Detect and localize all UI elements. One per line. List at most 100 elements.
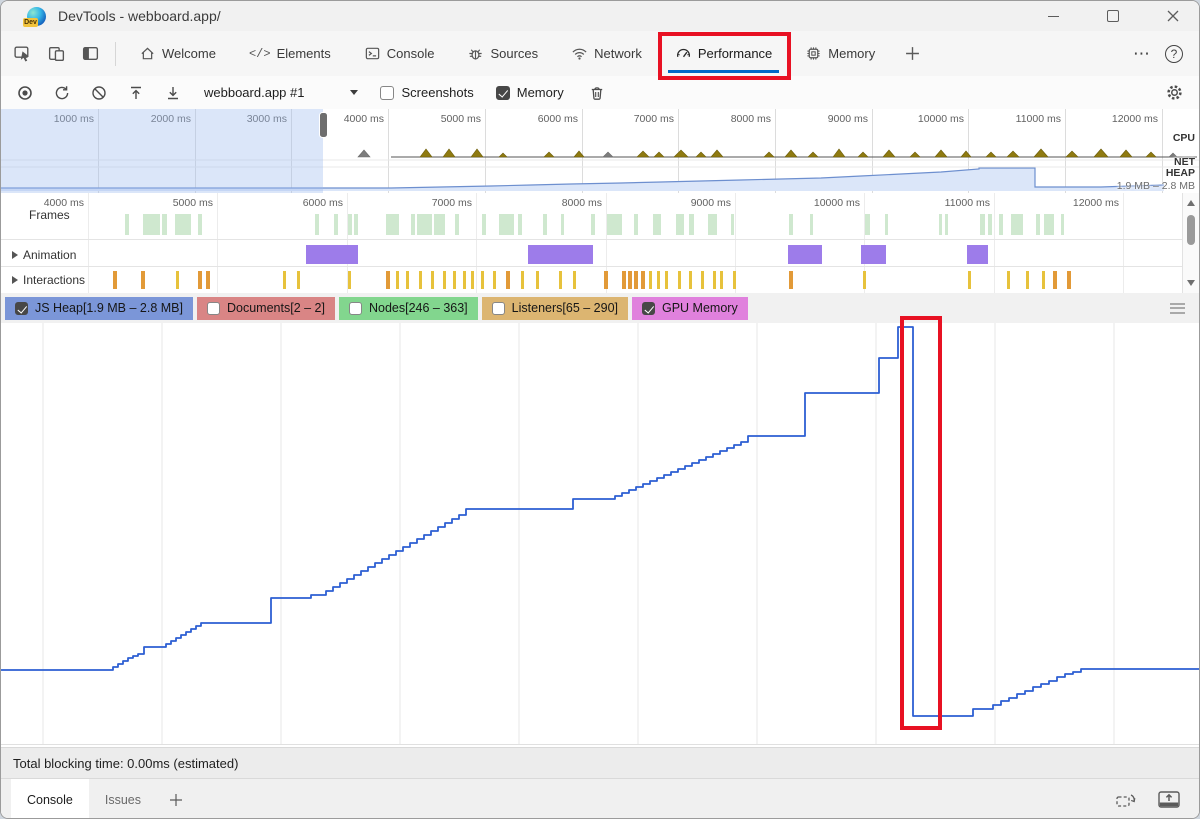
interaction-bar[interactable] (678, 271, 681, 289)
interaction-bar[interactable] (141, 271, 145, 289)
interaction-bar[interactable] (622, 271, 626, 289)
tab-memory[interactable]: Memory (792, 34, 888, 74)
tab-welcome[interactable]: Welcome (126, 34, 229, 74)
close-button[interactable] (1153, 1, 1193, 31)
interaction-bar[interactable] (968, 271, 971, 289)
memory-chart-area[interactable] (1, 323, 1199, 745)
interaction-bar[interactable] (1007, 271, 1010, 289)
interaction-bar[interactable] (521, 271, 524, 289)
tab-performance[interactable]: Performance (662, 34, 785, 74)
time-gridline (291, 109, 292, 193)
interaction-bar[interactable] (657, 271, 660, 289)
interaction-bar[interactable] (453, 271, 456, 289)
interaction-bar[interactable] (198, 271, 202, 289)
interaction-bar[interactable] (701, 271, 704, 289)
tab-sources[interactable]: Sources (454, 34, 551, 74)
animation-bar[interactable] (528, 245, 593, 264)
interaction-bar[interactable] (406, 271, 409, 289)
screenshots-checkbox[interactable]: Screenshots (380, 85, 474, 100)
animation-bar[interactable] (788, 245, 822, 264)
interaction-bar[interactable] (206, 271, 210, 289)
legend-item-nodes[interactable]: Nodes[246 – 363] (338, 296, 478, 320)
legend-menu-icon[interactable] (1170, 302, 1185, 314)
reload-and-record-button[interactable] (49, 80, 75, 106)
interaction-bar[interactable] (297, 271, 300, 289)
timeline-overview[interactable]: 1000 ms 2000 ms 3000 ms 4000 ms 5000 ms 6000 … (1, 109, 1199, 194)
tracks-pane[interactable]: 4000 ms 5000 ms 6000 ms 7000 ms 8000 ms 9000 … (1, 193, 1199, 293)
interaction-bar[interactable] (863, 271, 866, 289)
save-profile-button[interactable] (160, 80, 186, 106)
interaction-bar[interactable] (536, 271, 539, 289)
interaction-bar[interactable] (649, 271, 652, 289)
animation-bar[interactable] (967, 245, 988, 264)
interaction-bar[interactable] (396, 271, 399, 289)
session-select-value[interactable]: webboard.app #1 (204, 85, 305, 100)
legend-item-gpu-memory[interactable]: GPU Memory (632, 296, 748, 320)
interaction-bar[interactable] (1067, 271, 1071, 289)
interaction-bar[interactable] (493, 271, 496, 289)
interaction-bar[interactable] (634, 271, 638, 289)
legend-item-listeners[interactable]: Listeners[65 – 290] (481, 296, 628, 320)
chevron-down-icon[interactable] (350, 90, 359, 95)
interaction-bar[interactable] (506, 271, 510, 289)
drawer-tab-console[interactable]: Console (11, 779, 89, 818)
delete-recording-button[interactable] (584, 80, 610, 106)
record-button[interactable] (12, 80, 38, 106)
interaction-bar[interactable] (665, 271, 668, 289)
interaction-bar[interactable] (431, 271, 434, 289)
scroll-up-icon[interactable] (1187, 200, 1195, 206)
interaction-bar[interactable] (641, 271, 645, 289)
interaction-bar[interactable] (1053, 271, 1057, 289)
animation-bar[interactable] (861, 245, 886, 264)
animation-bar[interactable] (306, 245, 358, 264)
interaction-bar[interactable] (689, 271, 692, 289)
memory-checkbox[interactable]: Memory (495, 85, 564, 100)
interactions-row-label[interactable]: Interactions (12, 273, 85, 287)
legend-item-documents[interactable]: Documents[2 – 2] (197, 296, 335, 320)
interaction-bar[interactable] (471, 271, 474, 289)
interaction-bar[interactable] (176, 271, 179, 289)
scrollbar-thumb[interactable] (1187, 215, 1195, 245)
interaction-bar[interactable] (720, 271, 723, 289)
clear-button[interactable] (86, 80, 112, 106)
interaction-bar[interactable] (386, 271, 390, 289)
dock-side-button[interactable] (77, 41, 103, 67)
interaction-bar[interactable] (789, 271, 793, 289)
interaction-bar[interactable] (573, 271, 576, 289)
selection-left-handle[interactable] (319, 112, 328, 138)
animation-row-label[interactable]: Animation (12, 248, 76, 262)
legend-item-js-heap[interactable]: JS Heap[1.9 MB – 2.8 MB] (5, 296, 193, 320)
interaction-bar[interactable] (1026, 271, 1029, 289)
device-emulation-button[interactable] (43, 41, 69, 67)
expand-panel-icon[interactable] (1157, 790, 1181, 809)
tab-network[interactable]: Network (558, 34, 655, 74)
add-tab-button[interactable] (895, 46, 930, 61)
interaction-bar[interactable] (1042, 271, 1045, 289)
minimize-button[interactable] (1033, 1, 1073, 31)
drawer-tab-issues[interactable]: Issues (89, 779, 157, 818)
interaction-bar[interactable] (419, 271, 422, 289)
more-tools-button[interactable]: ⋯ (1133, 43, 1151, 63)
capture-settings-button[interactable] (1161, 80, 1187, 106)
interaction-bar[interactable] (348, 271, 351, 289)
interaction-bar[interactable] (713, 271, 716, 289)
interaction-bar[interactable] (443, 271, 446, 289)
interaction-bar[interactable] (481, 271, 484, 289)
load-profile-button[interactable] (123, 80, 149, 106)
maximize-button[interactable] (1093, 1, 1133, 31)
rerecord-icon[interactable] (1115, 791, 1137, 809)
interaction-bar[interactable] (113, 271, 117, 289)
help-button[interactable]: ? (1165, 44, 1183, 63)
tab-console[interactable]: Console (351, 34, 448, 74)
inspect-element-button[interactable] (9, 41, 35, 67)
drawer-add-tab-button[interactable] (169, 793, 183, 807)
tracks-scrollbar[interactable] (1182, 193, 1199, 293)
interaction-bar[interactable] (463, 271, 466, 289)
interaction-bar[interactable] (559, 271, 562, 289)
scroll-down-icon[interactable] (1187, 280, 1195, 286)
interaction-bar[interactable] (283, 271, 286, 289)
interaction-bar[interactable] (628, 271, 632, 289)
interaction-bar[interactable] (733, 271, 736, 289)
tab-elements[interactable]: </> Elements (236, 34, 344, 74)
interaction-bar[interactable] (604, 271, 608, 289)
